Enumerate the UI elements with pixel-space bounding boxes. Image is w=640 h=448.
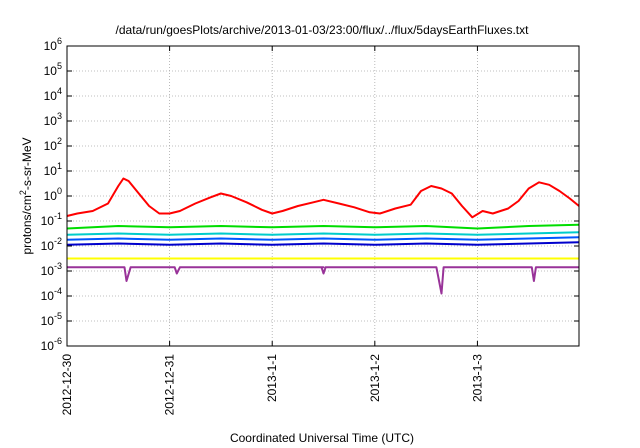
y-tick-base: 10 xyxy=(41,239,55,253)
x-axis-label: Coordinated Universal Time (UTC) xyxy=(230,431,414,445)
y-axis-label-superscript: 2 xyxy=(18,190,28,195)
y-tick-label: 105 xyxy=(44,61,62,78)
y-tick-label: 102 xyxy=(44,136,62,153)
x-tick-label: 2012-12-30 xyxy=(60,354,74,416)
y-axis-label-rest: -s-sr-MeV xyxy=(20,137,34,190)
y-tick-base: 10 xyxy=(41,339,55,353)
series-line-3 xyxy=(66,236,580,241)
series-line-1 xyxy=(66,223,580,230)
y-tick-base: 10 xyxy=(44,64,58,78)
y-tick-label: 10-1 xyxy=(41,211,62,228)
y-axis-label-base: protons/cm xyxy=(20,195,34,254)
y-tick-label: 100 xyxy=(44,186,62,203)
x-tick-label: 2013-1-3 xyxy=(470,354,484,402)
y-tick-label: 10-5 xyxy=(41,311,62,328)
y-tick-base: 10 xyxy=(41,214,55,228)
series-line-6 xyxy=(67,266,579,295)
y-tick-exponent: -2 xyxy=(54,236,62,246)
y-tick-label: 10-2 xyxy=(41,236,62,253)
y-tick-base: 10 xyxy=(44,164,58,178)
y-tick-exponent: 2 xyxy=(57,136,62,146)
y-tick-exponent: 3 xyxy=(57,111,62,121)
x-tick-label: 2013-1-2 xyxy=(368,354,382,402)
x-tick-label: 2012-12-31 xyxy=(163,354,177,416)
y-tick-label: 101 xyxy=(44,161,62,178)
series-line-0 xyxy=(66,177,580,219)
y-tick-label: 10-3 xyxy=(41,261,62,278)
y-tick-exponent: -5 xyxy=(54,311,62,321)
y-tick-exponent: 0 xyxy=(57,186,62,196)
y-tick-exponent: 5 xyxy=(57,61,62,71)
y-tick-base: 10 xyxy=(41,289,55,303)
grid-lines xyxy=(67,46,579,346)
y-tick-base: 10 xyxy=(44,189,58,203)
data-series xyxy=(66,177,580,295)
y-tick-label: 10-6 xyxy=(41,336,62,353)
y-tick-base: 10 xyxy=(44,39,58,53)
x-tick-label: 2013-1-1 xyxy=(265,354,279,402)
y-tick-exponent: -1 xyxy=(54,211,62,221)
y-tick-base: 10 xyxy=(41,314,55,328)
y-tick-base: 10 xyxy=(41,264,55,278)
y-tick-label: 104 xyxy=(44,86,62,103)
y-tick-base: 10 xyxy=(44,139,58,153)
y-tick-exponent: -6 xyxy=(54,336,62,346)
y-tick-label: 10-4 xyxy=(41,286,62,303)
y-axis-label-group: protons/cm2-s-sr-MeV xyxy=(18,137,34,254)
series-line-2 xyxy=(66,231,580,236)
y-tick-label: 106 xyxy=(44,36,62,53)
y-tick-exponent: 6 xyxy=(57,36,62,46)
chart-title: /data/run/goesPlots/archive/2013-01-03/2… xyxy=(116,23,530,37)
y-axis-label: protons/cm2-s-sr-MeV xyxy=(18,137,34,254)
y-tick-exponent: -3 xyxy=(54,261,62,271)
y-tick-label: 103 xyxy=(44,111,62,128)
y-tick-exponent: 1 xyxy=(57,161,62,171)
axis-ticks: 10-610-510-410-310-210-11001011021031041… xyxy=(41,36,579,415)
series-line-4 xyxy=(66,241,580,246)
y-tick-exponent: 4 xyxy=(57,86,62,96)
y-tick-base: 10 xyxy=(44,114,58,128)
y-tick-base: 10 xyxy=(44,89,58,103)
y-tick-exponent: -4 xyxy=(54,286,62,296)
